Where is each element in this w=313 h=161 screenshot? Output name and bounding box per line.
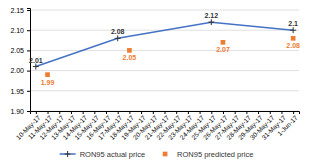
y-tick-mark: [27, 71, 30, 72]
line-marker: [290, 27, 296, 33]
legend-label: RON95 actual price: [80, 150, 145, 159]
y-tick-label: 2.00: [10, 67, 24, 74]
point: [127, 48, 132, 53]
line-marker: [33, 64, 39, 70]
y-tick-label: 2.15: [10, 7, 24, 14]
marks: [33, 19, 296, 77]
y-axis: 1.90 1.95 2.00 2.05 2.10 2.15: [10, 7, 30, 115]
y-tick: 2.15: [10, 7, 30, 14]
data-label: 1.99: [41, 79, 55, 86]
y-tick: 2.05: [10, 47, 30, 54]
data-label: 2.05: [123, 54, 137, 61]
y-tick: 1.95: [10, 88, 30, 95]
y-tick-mark: [27, 91, 30, 92]
line-marker: [115, 35, 121, 41]
point: [45, 72, 50, 77]
grid-line: [30, 90, 299, 91]
legend-marker: [163, 152, 168, 157]
y-tick-mark: [27, 111, 30, 112]
y-tick-mark: [27, 10, 30, 11]
y-tick: 2.10: [10, 27, 30, 34]
y-tick-mark: [27, 30, 30, 31]
legend-item: RON95 predicted price: [163, 150, 254, 159]
point: [221, 40, 226, 45]
legend: RON95 actual price RON95 predicted price: [60, 150, 254, 159]
data-label: 2.08: [286, 42, 300, 49]
data-label: 2.08: [111, 28, 125, 35]
legend-marker: [65, 151, 71, 157]
y-tick-label: 2.10: [10, 27, 24, 34]
grid: [30, 10, 299, 111]
chart: 1.90 1.95 2.00 2.05 2.10 2.15 10-May-1711-May-…: [0, 0, 313, 161]
line-marker: [208, 19, 214, 25]
legend-item: RON95 actual price: [60, 150, 145, 159]
x-tick-label: 1-Jun-17: [276, 114, 299, 137]
line: [36, 22, 293, 66]
grid-line: [30, 10, 299, 11]
y-tick: 2.00: [10, 67, 30, 74]
grid-line: [30, 50, 299, 51]
data-label: 2.07: [216, 46, 230, 53]
point: [291, 36, 296, 41]
y-tick-label: 1.90: [10, 108, 24, 115]
y-tick-mark: [27, 50, 30, 51]
data-label: 2.01: [29, 57, 43, 64]
data-labels: 2.01 2.08 2.12 2.1 1.99 2.05 2.07 2.08: [29, 12, 300, 86]
y-tick-label: 1.95: [10, 88, 24, 95]
y-tick-label: 2.05: [10, 47, 24, 54]
legend-label: RON95 predicted price: [177, 150, 253, 159]
x-tick: 1-Jun-17: [276, 111, 299, 137]
y-tick: 1.90: [10, 108, 30, 115]
data-label: 2.1: [288, 20, 298, 27]
plot: 1.90 1.95 2.00 2.05 2.10 2.15 10-May-1711-May-…: [10, 7, 300, 142]
grid-line: [30, 70, 299, 71]
x-axis: 10-May-1711-May-1712-May-1713-May-1714-M…: [15, 111, 300, 142]
data-label: 2.12: [204, 12, 218, 19]
